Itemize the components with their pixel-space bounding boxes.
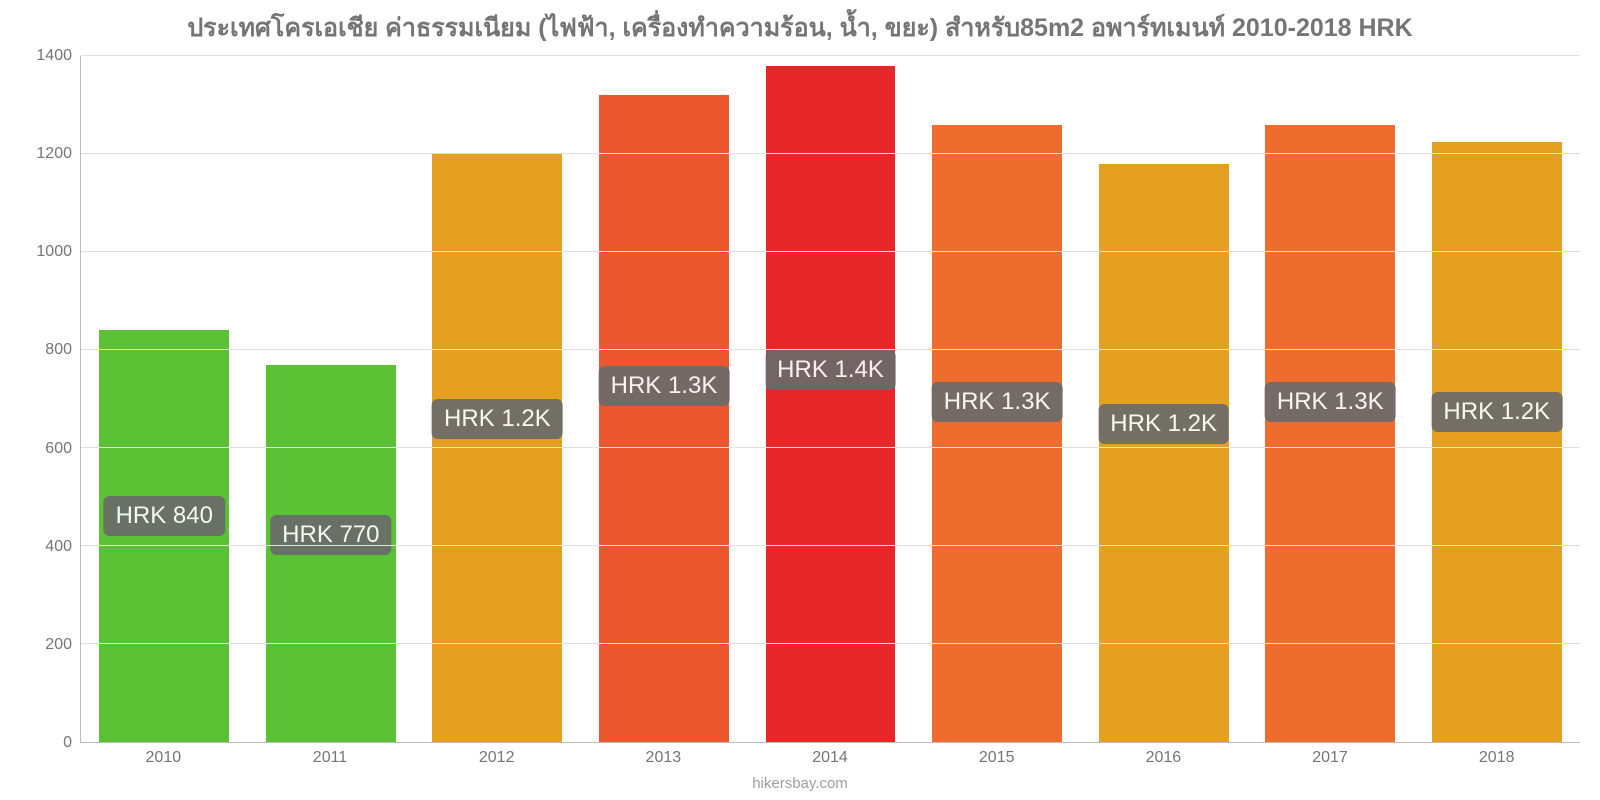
bar: HRK 1.3K	[1265, 125, 1395, 742]
bar-slot: HRK 840	[81, 56, 248, 742]
y-axis: 0200400600800100012001400	[20, 56, 80, 743]
chart-area: 0200400600800100012001400 HRK 840HRK 770…	[20, 56, 1580, 743]
bar: HRK 1.2K	[1432, 142, 1562, 742]
plot-area: HRK 840 HRK 770 HRK 1.2K HRK 1.3K HRK 1.4K HR…	[80, 56, 1580, 743]
bar: HRK 770	[266, 365, 396, 742]
y-tick-label: 0	[63, 734, 72, 752]
source-label: hikersbay.com	[20, 775, 1580, 792]
bar-value-label: HRK 1.2K	[1431, 392, 1562, 432]
bar-value-label: HRK 1.4K	[765, 350, 896, 390]
bar: HRK 1.2K	[432, 154, 562, 742]
x-tick-label: 2014	[747, 743, 914, 773]
bar-slot: HRK 770	[248, 56, 415, 742]
bar-value-label: HRK 1.2K	[432, 399, 563, 439]
bar-value-label: HRK 840	[104, 496, 225, 536]
grid-line	[81, 153, 1580, 154]
x-tick-label: 2018	[1413, 743, 1580, 773]
x-axis: 201020112012201320142015201620172018	[80, 743, 1580, 773]
bar-value-label: HRK 1.2K	[1098, 404, 1229, 444]
bar-value-label: HRK 1.3K	[599, 366, 730, 406]
y-tick-label: 1400	[36, 47, 72, 65]
x-tick-label: 2015	[913, 743, 1080, 773]
grid-line	[81, 251, 1580, 252]
x-tick-label: 2016	[1080, 743, 1247, 773]
bar-value-label: HRK 1.3K	[932, 382, 1063, 422]
bar-slot: HRK 1.3K	[1247, 56, 1414, 742]
y-tick-label: 600	[45, 440, 72, 458]
bar-slot: HRK 1.2K	[414, 56, 581, 742]
bar-value-label: HRK 770	[270, 515, 391, 555]
bar-value-label: HRK 1.3K	[1265, 382, 1396, 422]
x-tick-label: 2013	[580, 743, 747, 773]
x-tick-label: 2010	[80, 743, 247, 773]
grid-line	[81, 55, 1580, 56]
y-tick-label: 1200	[36, 145, 72, 163]
y-tick-label: 1000	[36, 243, 72, 261]
grid-line	[81, 447, 1580, 448]
bar: HRK 1.4K	[766, 66, 896, 742]
x-tick-label: 2012	[413, 743, 580, 773]
x-tick-label: 2011	[247, 743, 414, 773]
y-tick-label: 200	[45, 636, 72, 654]
x-tick-label: 2017	[1247, 743, 1414, 773]
bar: HRK 1.3K	[932, 125, 1062, 742]
bar: HRK 1.3K	[599, 95, 729, 742]
chart-title: ประเทศโครเอเชีย ค่าธรรมเนียม (ไฟฟ้า, เคร…	[20, 8, 1580, 48]
bars-group: HRK 840 HRK 770 HRK 1.2K HRK 1.3K HRK 1.4K HR…	[81, 56, 1580, 742]
bar-slot: HRK 1.4K	[747, 56, 914, 742]
y-tick-label: 400	[45, 538, 72, 556]
y-tick-label: 800	[45, 341, 72, 359]
bar-slot: HRK 1.3K	[914, 56, 1081, 742]
bar-slot: HRK 1.3K	[581, 56, 748, 742]
grid-line	[81, 643, 1580, 644]
bar-slot: HRK 1.2K	[1080, 56, 1247, 742]
grid-line	[81, 545, 1580, 546]
chart-container: ประเทศโครเอเชีย ค่าธรรมเนียม (ไฟฟ้า, เคร…	[0, 0, 1600, 800]
bar: HRK 840	[99, 330, 229, 742]
grid-line	[81, 349, 1580, 350]
bar-slot: HRK 1.2K	[1414, 56, 1581, 742]
